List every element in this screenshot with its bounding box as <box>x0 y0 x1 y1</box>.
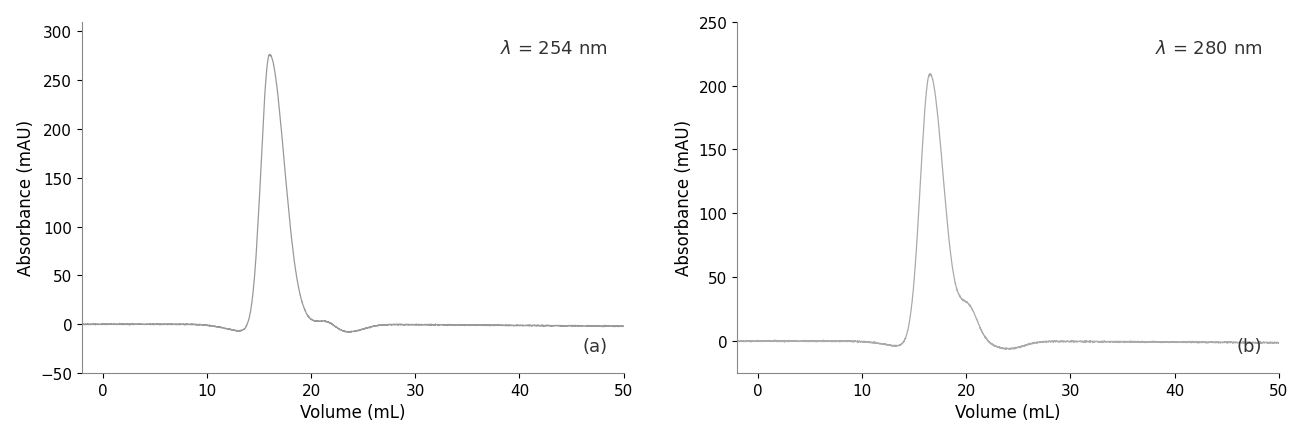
Y-axis label: Absorbance (mAU): Absorbance (mAU) <box>675 120 693 276</box>
Text: (a): (a) <box>582 338 607 356</box>
X-axis label: Volume (mL): Volume (mL) <box>300 403 406 421</box>
Y-axis label: Absorbance (mAU): Absorbance (mAU) <box>17 120 35 276</box>
Text: (b): (b) <box>1237 338 1262 356</box>
Text: $\lambda$ = 254 nm: $\lambda$ = 254 nm <box>500 40 607 58</box>
Text: $\lambda$ = 280 nm: $\lambda$ = 280 nm <box>1155 40 1262 58</box>
X-axis label: Volume (mL): Volume (mL) <box>955 403 1061 421</box>
